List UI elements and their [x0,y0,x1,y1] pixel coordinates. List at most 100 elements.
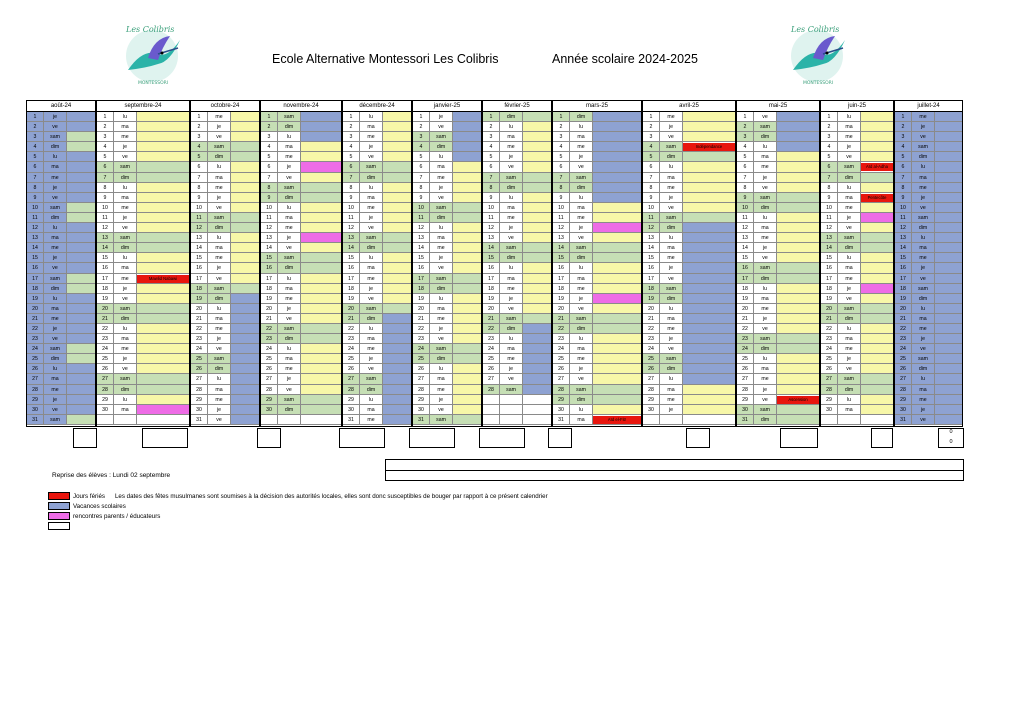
day-status [861,182,893,192]
day-of-week: lu [430,293,453,303]
day-row: 23 ve [413,334,481,345]
day-status [301,253,341,263]
day-status [935,313,962,323]
total-box [409,428,455,448]
day-row: 1 me [643,112,735,123]
day-status [383,394,411,404]
day-row: 15 sam [261,253,341,264]
day-of-week: ma [912,172,935,182]
day-of-week: me [838,202,861,212]
day-of-week: dim [660,364,683,374]
day-number: 31 [27,414,44,424]
day-of-week: je [838,212,861,223]
day-status: Pentecôte [861,192,893,202]
day-number: 17 [821,273,838,283]
day-status [231,162,259,172]
day-of-week: sam [912,283,935,293]
day-number: 3 [191,132,208,142]
day-status [523,223,551,233]
month-header: février-25 [483,101,551,112]
day-status [453,303,481,313]
day-row: 3 lu [261,132,341,143]
day-row: 13 ma [27,233,95,244]
day-row: 11 sam [643,212,735,224]
day-status [861,212,893,223]
day-number: 22 [27,323,44,334]
day-row: 14 ma [643,243,735,254]
day-status [683,132,735,142]
day-status [137,394,189,404]
day-status [593,233,641,243]
legend-swatch [48,512,70,520]
day-row: 3 ve [643,132,735,143]
day-of-week: lu [838,182,861,192]
day-status [593,223,641,233]
day-of-week: je [430,394,453,404]
day-row: 7 ma [895,172,962,183]
day-row: 12 je [553,223,641,234]
day-row: 17 me Mawlid Nabawi [97,273,189,284]
day-row: 23 ma [343,334,411,345]
day-of-week: sam [500,384,523,394]
day-row: 3 ma [553,132,641,143]
day-of-week: ma [838,334,861,344]
day-number: 10 [553,202,570,212]
day-of-week: lu [838,394,861,404]
day-row: 24 me [97,344,189,355]
day-status [453,223,481,233]
day-number: 24 [737,344,754,354]
day-status [67,303,95,313]
day-row: 28 sam [483,384,551,395]
day-number: 19 [821,293,838,303]
day-of-week: sam [208,212,231,223]
day-number: 17 [737,273,754,283]
day-of-week: me [754,162,777,172]
day-number: 30 [343,404,360,414]
day-status [861,112,893,122]
day-of-week: lu [754,283,777,293]
day-status [231,334,259,344]
day-number: 8 [191,182,208,192]
day-of-week: ve [838,293,861,303]
day-status: Aïd el-Fitr [593,414,641,424]
day-status [231,283,259,293]
day-number: 19 [483,293,500,303]
day-status [301,273,341,283]
day-of-week: ve [360,364,383,374]
day-of-week: sam [570,172,593,182]
day-row: 22 dim [553,323,641,335]
day-status [301,152,341,162]
day-status [523,323,551,334]
day-row: 13 lu [895,233,962,244]
day-status [301,212,341,223]
day-row: 2 ma [821,122,893,133]
day-number: 15 [191,253,208,263]
day-of-week: lu [114,394,137,404]
day-number: 25 [643,354,660,364]
month-column: janvier-25 1 je 2 ve 3 sam 4 dim 5 lu 6 ma 7 me 8 je 9 ve 1… [412,100,482,427]
day-row: 12 ve [343,223,411,234]
day-row: 19 ve [343,293,411,304]
day-status [861,293,893,303]
day-row: 30 ve [27,404,95,415]
day-status [593,182,641,192]
day-status [777,192,819,202]
day-status [231,172,259,182]
month-column: avril-25 1 me 2 je 3 ve 4 sam Indépendance 5 dim 6 lu… [642,100,736,427]
day-number: 21 [191,313,208,323]
day-row: 4 je [821,142,893,153]
day-status [593,283,641,293]
day-row: 26 dim [895,364,962,375]
day-of-week: ve [44,334,67,344]
day-number: 17 [97,273,114,283]
day-of-week: dim [360,172,383,182]
day-status [935,253,962,263]
day-of-week [114,414,137,424]
day-status [523,334,551,344]
day-of-week: sam [570,313,593,323]
day-of-week: dim [278,334,301,344]
day-status [935,202,962,212]
day-row: 8 je [27,182,95,193]
day-row: 6 ve [553,162,641,173]
day-number: 16 [821,263,838,273]
